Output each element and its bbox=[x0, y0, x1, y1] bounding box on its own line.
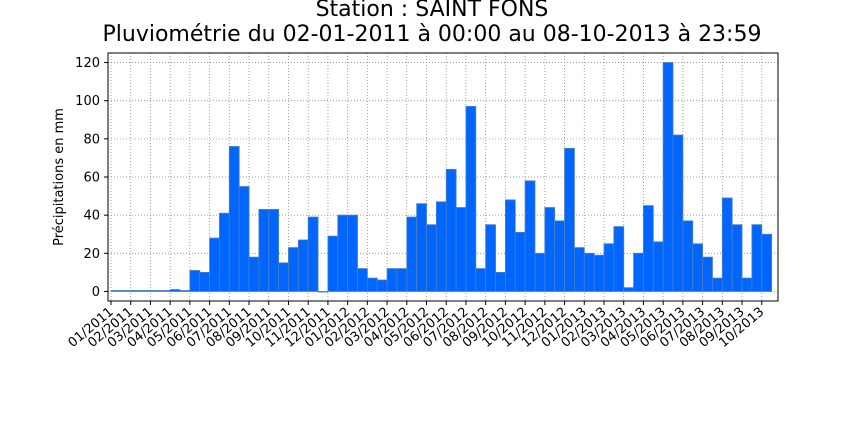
bar bbox=[317, 291, 329, 293]
bar bbox=[633, 252, 644, 292]
bar bbox=[672, 134, 684, 292]
bar bbox=[731, 224, 743, 292]
bar bbox=[485, 224, 496, 292]
bar bbox=[445, 168, 457, 292]
bar bbox=[524, 180, 536, 292]
bar bbox=[179, 290, 191, 292]
y-tick-label: 40 bbox=[83, 209, 100, 224]
y-tick-label: 120 bbox=[75, 56, 100, 71]
bar bbox=[150, 290, 161, 292]
bar bbox=[347, 214, 358, 292]
bar bbox=[426, 224, 437, 292]
bar bbox=[140, 290, 151, 292]
bar bbox=[692, 243, 703, 292]
bar bbox=[504, 199, 516, 292]
bar bbox=[209, 237, 220, 292]
bar bbox=[475, 268, 487, 292]
bar bbox=[130, 290, 141, 292]
bar bbox=[307, 216, 319, 292]
bar bbox=[199, 271, 211, 292]
bar bbox=[623, 287, 634, 292]
bar bbox=[416, 203, 427, 292]
bar bbox=[544, 207, 556, 292]
bar bbox=[662, 62, 674, 292]
bar bbox=[386, 268, 398, 292]
bar bbox=[495, 271, 506, 292]
bar bbox=[435, 201, 447, 292]
bar bbox=[455, 207, 467, 292]
bar bbox=[712, 277, 723, 292]
bar bbox=[376, 279, 388, 292]
bar bbox=[534, 252, 546, 292]
bar bbox=[110, 290, 122, 292]
bar bbox=[741, 277, 753, 292]
y-tick-label: 20 bbox=[83, 247, 100, 262]
bar bbox=[238, 186, 250, 292]
bars bbox=[110, 62, 773, 293]
y-axis-ticks: 0 20 40 60 80 100 120 bbox=[75, 56, 108, 300]
bar bbox=[248, 256, 260, 292]
bar bbox=[357, 268, 368, 292]
y-tick-label: 0 bbox=[92, 285, 100, 300]
bar bbox=[288, 247, 299, 292]
bar bbox=[721, 197, 733, 292]
bar bbox=[603, 243, 615, 292]
bar bbox=[554, 220, 565, 292]
bar bbox=[228, 146, 240, 292]
bar bbox=[574, 247, 585, 292]
bar bbox=[583, 252, 595, 292]
bar bbox=[396, 268, 408, 292]
bar bbox=[120, 290, 132, 292]
bar bbox=[327, 235, 339, 292]
bar bbox=[643, 205, 654, 292]
bar bbox=[258, 209, 270, 292]
bar bbox=[751, 224, 763, 292]
y-tick-label: 100 bbox=[75, 94, 100, 109]
bar bbox=[702, 256, 713, 292]
bar bbox=[366, 277, 378, 292]
bar bbox=[465, 106, 477, 292]
x-axis-ticks: 01/201102/201103/201104/201105/201106/20… bbox=[66, 301, 767, 351]
bar bbox=[337, 214, 349, 292]
chart-title: Station : SAINT FONS bbox=[315, 0, 549, 22]
bar bbox=[406, 216, 418, 292]
bar bbox=[652, 241, 664, 292]
bar bbox=[613, 226, 625, 292]
bar bbox=[682, 220, 694, 292]
bar bbox=[268, 209, 280, 292]
bar bbox=[169, 289, 181, 292]
bar bbox=[564, 147, 575, 292]
bar bbox=[189, 270, 201, 292]
y-tick-label: 60 bbox=[83, 171, 100, 186]
y-tick-label: 80 bbox=[83, 132, 100, 147]
bar bbox=[514, 231, 526, 292]
bar bbox=[159, 290, 171, 292]
bar bbox=[278, 262, 289, 292]
bar bbox=[219, 212, 230, 292]
bar bbox=[297, 239, 309, 292]
chart-subtitle: Pluviométrie du 02-01-2011 à 00:00 au 08… bbox=[102, 22, 762, 47]
bar bbox=[761, 233, 773, 292]
bar bbox=[593, 254, 605, 292]
y-axis-label: Précipitations en mm bbox=[52, 108, 67, 246]
